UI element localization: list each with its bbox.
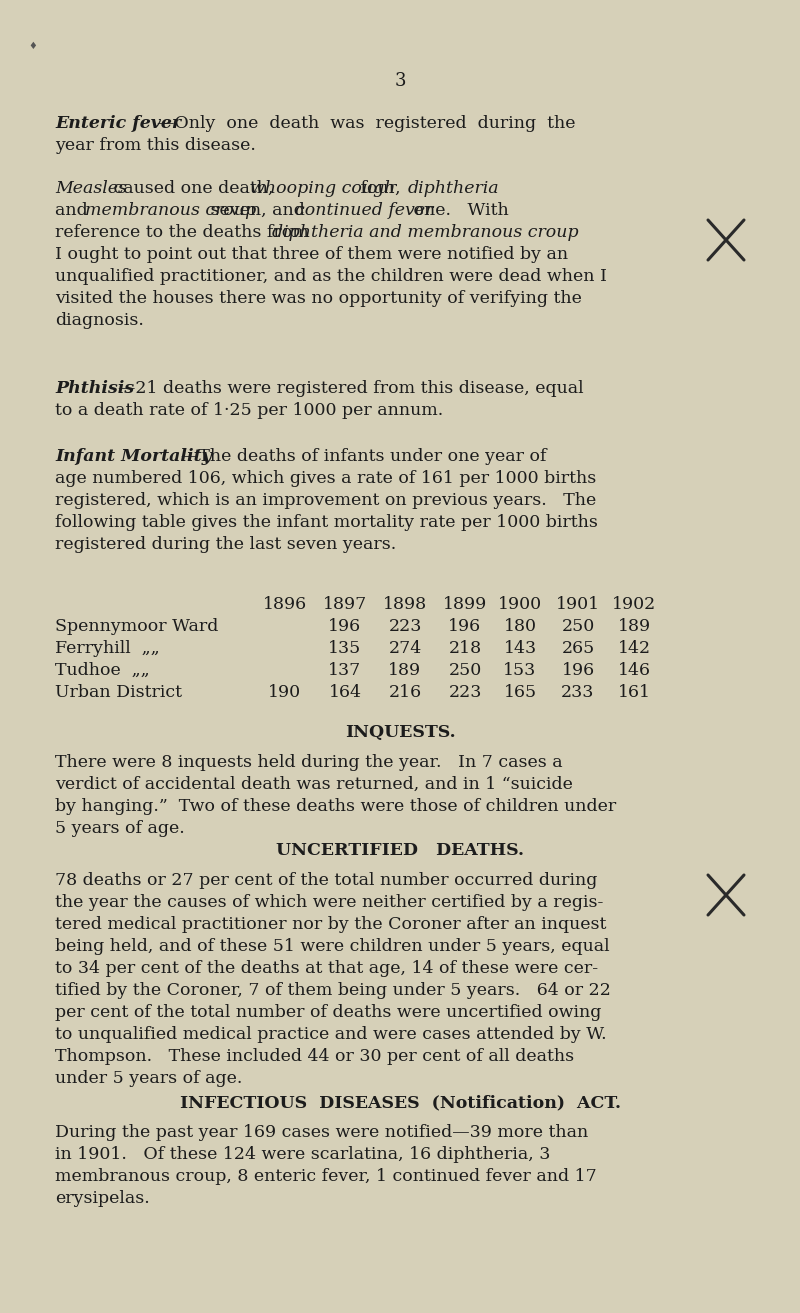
Text: per cent of the total number of deaths were uncertified owing: per cent of the total number of deaths w… [55,1004,602,1022]
Text: registered, which is an improvement on previous years.   The: registered, which is an improvement on p… [55,492,596,509]
Text: Phthisis: Phthisis [55,379,134,397]
Text: 165: 165 [503,684,537,701]
Text: 135: 135 [328,639,362,656]
Text: and: and [55,202,94,219]
Text: 223: 223 [448,684,482,701]
Text: 196: 196 [329,618,362,635]
Text: 78 deaths or 27 per cent of the total number occurred during: 78 deaths or 27 per cent of the total nu… [55,872,598,889]
Text: Enteric fever: Enteric fever [55,116,181,133]
Text: UNCERTIFIED   DEATHS.: UNCERTIFIED DEATHS. [276,842,524,859]
Text: diagnosis.: diagnosis. [55,312,144,330]
Text: reference to the deaths from: reference to the deaths from [55,225,314,242]
Text: ♦: ♦ [28,42,37,51]
Text: 1900: 1900 [498,596,542,613]
Text: to unqualified medical practice and were cases attended by W.: to unqualified medical practice and were… [55,1025,606,1043]
Text: 223: 223 [388,618,422,635]
Text: tified by the Coroner, 7 of them being under 5 years.   64 or 22: tified by the Coroner, 7 of them being u… [55,982,611,999]
Text: Urban District: Urban District [55,684,182,701]
Text: 180: 180 [503,618,537,635]
Text: tered medical practitioner nor by the Coroner after an inquest: tered medical practitioner nor by the Co… [55,916,606,934]
Text: to 34 per cent of the deaths at that age, 14 of these were cer-: to 34 per cent of the deaths at that age… [55,960,598,977]
Text: 1897: 1897 [323,596,367,613]
Text: 189: 189 [389,662,422,679]
Text: the year the causes of which were neither certified by a regis-: the year the causes of which were neithe… [55,894,603,911]
Text: four,: four, [355,180,406,197]
Text: membranous croup, 8 enteric fever, 1 continued fever and 17: membranous croup, 8 enteric fever, 1 con… [55,1169,597,1186]
Text: Spennymoor Ward: Spennymoor Ward [55,618,218,635]
Text: membranous croup: membranous croup [85,202,256,219]
Text: Infant Mortality: Infant Mortality [55,448,212,465]
Text: There were 8 inquests held during the year.   In 7 cases a: There were 8 inquests held during the ye… [55,754,562,771]
Text: I ought to point out that three of them were notified by an: I ought to point out that three of them … [55,246,568,263]
Text: 190: 190 [269,684,302,701]
Text: to a death rate of 1·25 per 1000 per annum.: to a death rate of 1·25 per 1000 per ann… [55,402,443,419]
Text: in 1901.   Of these 124 were scarlatina, 16 diphtheria, 3: in 1901. Of these 124 were scarlatina, 1… [55,1146,550,1163]
Text: 143: 143 [503,639,537,656]
Text: 153: 153 [503,662,537,679]
Text: unqualified practitioner, and as the children were dead when I: unqualified practitioner, and as the chi… [55,268,607,285]
Text: whooping cough: whooping cough [250,180,395,197]
Text: 3: 3 [394,72,406,91]
Text: diphtheria and membranous croup: diphtheria and membranous croup [273,225,579,242]
Text: —21 deaths were registered from this disease, equal: —21 deaths were registered from this dis… [118,379,584,397]
Text: During the past year 169 cases were notified—39 more than: During the past year 169 cases were noti… [55,1124,588,1141]
Text: registered during the last seven years.: registered during the last seven years. [55,536,396,553]
Text: 5 years of age.: 5 years of age. [55,821,185,836]
Text: 142: 142 [618,639,650,656]
Text: 161: 161 [618,684,650,701]
Text: 274: 274 [388,639,422,656]
Text: age numbered 106, which gives a rate of 161 per 1000 births: age numbered 106, which gives a rate of … [55,470,596,487]
Text: by hanging.”  Two of these deaths were those of children under: by hanging.” Two of these deaths were th… [55,798,616,815]
Text: Tudhoe  „„: Tudhoe „„ [55,662,150,679]
Text: INQUESTS.: INQUESTS. [345,723,455,741]
Text: 146: 146 [618,662,650,679]
Text: erysipelas.: erysipelas. [55,1190,150,1207]
Text: INFECTIOUS  DISEASES  (Notification)  ACT.: INFECTIOUS DISEASES (Notification) ACT. [179,1094,621,1111]
Text: verdict of accidental death was returned, and in 1 “suicide: verdict of accidental death was returned… [55,776,573,793]
Text: 196: 196 [562,662,594,679]
Text: Thompson.   These included 44 or 30 per cent of all deaths: Thompson. These included 44 or 30 per ce… [55,1048,574,1065]
Text: Ferryhill  „„: Ferryhill „„ [55,639,160,656]
Text: 1901: 1901 [556,596,600,613]
Text: 137: 137 [328,662,362,679]
Text: 1896: 1896 [263,596,307,613]
Text: being held, and of these 51 were children under 5 years, equal: being held, and of these 51 were childre… [55,937,610,955]
Text: 196: 196 [449,618,482,635]
Text: caused one death,: caused one death, [107,180,278,197]
Text: 218: 218 [449,639,482,656]
Text: 1902: 1902 [612,596,656,613]
Text: 164: 164 [329,684,362,701]
Text: year from this disease.: year from this disease. [55,137,256,154]
Text: visited the houses there was no opportunity of verifying the: visited the houses there was no opportun… [55,290,582,307]
Text: 1898: 1898 [383,596,427,613]
Text: 265: 265 [562,639,594,656]
Text: 216: 216 [389,684,422,701]
Text: —The deaths of infants under one year of: —The deaths of infants under one year of [181,448,546,465]
Text: 1899: 1899 [443,596,487,613]
Text: 250: 250 [562,618,594,635]
Text: under 5 years of age.: under 5 years of age. [55,1070,242,1087]
Text: seven, and: seven, and [205,202,310,219]
Text: continued fever: continued fever [295,202,434,219]
Text: one.   With: one. With [407,202,508,219]
Text: 250: 250 [448,662,482,679]
Text: diphtheria: diphtheria [407,180,499,197]
Text: 233: 233 [562,684,594,701]
Text: —Only  one  death  was  registered  during  the: —Only one death was registered during th… [158,116,576,133]
Text: following table gives the infant mortality rate per 1000 births: following table gives the infant mortali… [55,513,598,530]
Text: Measles: Measles [55,180,127,197]
Text: 189: 189 [618,618,650,635]
